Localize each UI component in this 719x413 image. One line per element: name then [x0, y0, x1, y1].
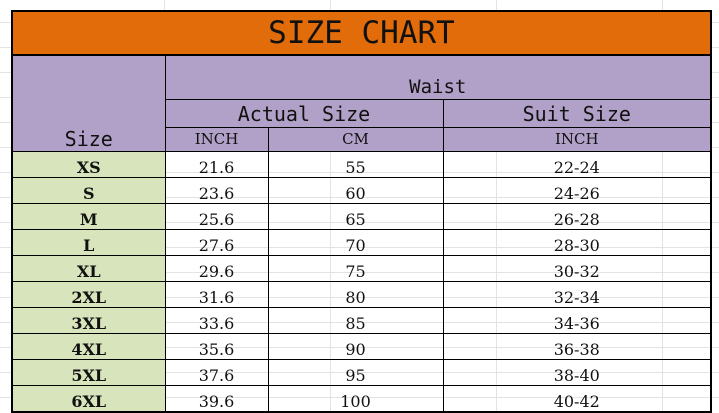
suit-size-cell: 40-42 — [442, 385, 712, 413]
inch-cell: 21.6 — [164, 151, 269, 178]
inch-cell: 25.6 — [164, 203, 269, 230]
suit-size-cell: 28-30 — [442, 229, 712, 256]
size-chart-table: SIZE CHART Size Waist Actual Size Suit S… — [11, 10, 712, 413]
cm-cell: 60 — [267, 177, 444, 204]
table-row: XS 21.6 55 22-24 — [11, 151, 712, 178]
size-cell: 6XL — [11, 385, 166, 413]
inch-cell: 39.6 — [164, 385, 269, 413]
suit-size-cell: 32-34 — [442, 281, 712, 308]
size-cell: 4XL — [11, 333, 166, 360]
inch-cell: 31.6 — [164, 281, 269, 308]
table-row: S 23.6 60 24-26 — [11, 177, 712, 204]
table-row: 6XL 39.6 100 40-42 — [11, 385, 712, 413]
suit-size-cell: 36-38 — [442, 333, 712, 360]
cm-cell: 65 — [267, 203, 444, 230]
chart-title: SIZE CHART — [11, 10, 712, 56]
table-row: 3XL 33.6 85 34-36 — [11, 307, 712, 334]
suit-size-cell: 38-40 — [442, 359, 712, 386]
unit-header-cm: CM — [267, 127, 444, 152]
inch-cell: 37.6 — [164, 359, 269, 386]
size-cell: 2XL — [11, 281, 166, 308]
inch-cell: 35.6 — [164, 333, 269, 360]
size-cell: 5XL — [11, 359, 166, 386]
actual-size-header: Actual Size — [164, 99, 444, 128]
cm-cell: 90 — [267, 333, 444, 360]
cm-cell: 70 — [267, 229, 444, 256]
cm-cell: 75 — [267, 255, 444, 282]
suit-size-cell: 30-32 — [442, 255, 712, 282]
size-cell: M — [11, 203, 166, 230]
table-row: 5XL 37.6 95 38-40 — [11, 359, 712, 386]
table-row: L 27.6 70 28-30 — [11, 229, 712, 256]
size-cell: XS — [11, 151, 166, 178]
unit-header-inch: INCH — [164, 127, 269, 152]
waist-header: Waist — [164, 54, 712, 100]
size-cell: 3XL — [11, 307, 166, 334]
size-header: Size — [11, 54, 166, 152]
inch-cell: 23.6 — [164, 177, 269, 204]
inch-cell: 27.6 — [164, 229, 269, 256]
suit-size-cell: 24-26 — [442, 177, 712, 204]
suit-size-cell: 34-36 — [442, 307, 712, 334]
cm-cell: 85 — [267, 307, 444, 334]
cm-cell: 95 — [267, 359, 444, 386]
size-cell: S — [11, 177, 166, 204]
cm-cell: 80 — [267, 281, 444, 308]
inch-cell: 33.6 — [164, 307, 269, 334]
suit-size-cell: 26-28 — [442, 203, 712, 230]
size-cell: L — [11, 229, 166, 256]
table-row: 2XL 31.6 80 32-34 — [11, 281, 712, 308]
cm-cell: 55 — [267, 151, 444, 178]
suit-size-cell: 22-24 — [442, 151, 712, 178]
table-row: 4XL 35.6 90 36-38 — [11, 333, 712, 360]
inch-cell: 29.6 — [164, 255, 269, 282]
size-cell: XL — [11, 255, 166, 282]
table-row: M 25.6 65 26-28 — [11, 203, 712, 230]
suit-size-header: Suit Size — [442, 99, 712, 128]
table-row: XL 29.6 75 30-32 — [11, 255, 712, 282]
cm-cell: 100 — [267, 385, 444, 413]
unit-header-suit-inch: INCH — [442, 127, 712, 152]
